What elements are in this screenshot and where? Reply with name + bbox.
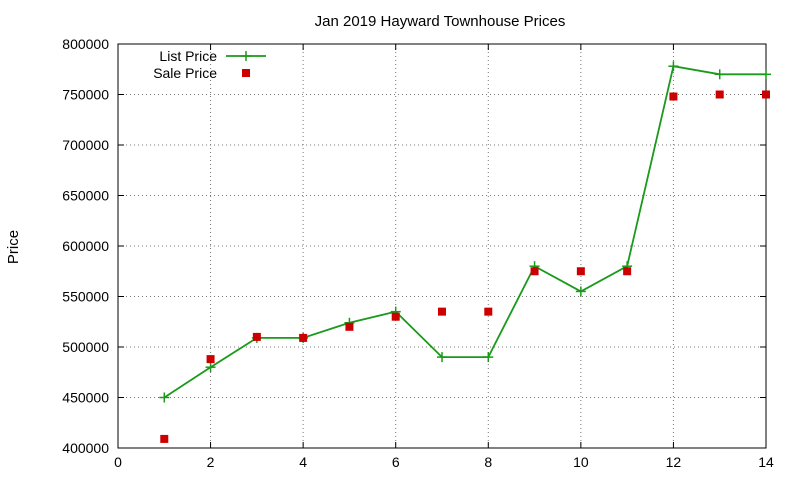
- series-layer: [159, 61, 771, 443]
- y-tick-label: 400000: [62, 440, 109, 456]
- data-point: [668, 61, 679, 72]
- data-point: [576, 267, 585, 276]
- y-tick-label: 500000: [62, 339, 109, 355]
- y-tick-label: 450000: [62, 390, 109, 406]
- data-point: [206, 355, 215, 364]
- y-tick-label: 750000: [62, 87, 109, 103]
- data-point: [159, 392, 170, 403]
- x-tick-label: 2: [207, 454, 215, 470]
- data-point: [437, 352, 447, 363]
- chart-title: Jan 2019 Hayward Townhouse Prices: [315, 13, 566, 30]
- data-point: [483, 352, 494, 363]
- data-point: [714, 69, 725, 80]
- data-point: [623, 267, 632, 276]
- legend-label: Sale Price: [153, 65, 217, 81]
- data-point: [715, 90, 724, 99]
- y-tick-label: 650000: [62, 188, 109, 204]
- y-tick-label: 700000: [62, 137, 109, 153]
- legend-swatch-marker: [241, 51, 251, 61]
- series-list-price: [159, 61, 771, 403]
- data-point: [669, 92, 678, 101]
- x-tick-label: 12: [666, 454, 682, 470]
- y-axis-label: Price: [5, 230, 22, 264]
- legend-label: List Price: [159, 48, 217, 64]
- legend-swatch-marker: [242, 69, 250, 77]
- y-tick-label: 550000: [62, 289, 109, 305]
- data-point: [484, 307, 493, 316]
- y-tick-label: 800000: [62, 36, 109, 52]
- data-point: [391, 312, 400, 321]
- x-tick-label: 0: [114, 454, 122, 470]
- x-tick-label: 6: [392, 454, 400, 470]
- x-tick-label: 8: [484, 454, 492, 470]
- data-point: [345, 322, 354, 331]
- data-point: [761, 69, 771, 80]
- x-tick-label: 10: [573, 454, 589, 470]
- series-sale-price: [160, 90, 770, 443]
- data-point: [575, 286, 586, 297]
- grid-lines: [118, 44, 766, 448]
- data-point: [160, 434, 169, 443]
- axis-ticks: 0 2 4 6 8 10 12 14 400000 450000 500000 550000 60000…: [62, 36, 774, 470]
- data-point: [438, 307, 446, 316]
- x-tick-label: 4: [299, 454, 307, 470]
- y-tick-label: 600000: [62, 238, 109, 254]
- data-point: [252, 332, 261, 341]
- x-tick-label: 14: [758, 454, 774, 470]
- data-point: [530, 267, 539, 276]
- data-point: [762, 90, 770, 99]
- data-point: [299, 333, 308, 342]
- series-line: [163, 65, 766, 399]
- data-point: [205, 362, 216, 373]
